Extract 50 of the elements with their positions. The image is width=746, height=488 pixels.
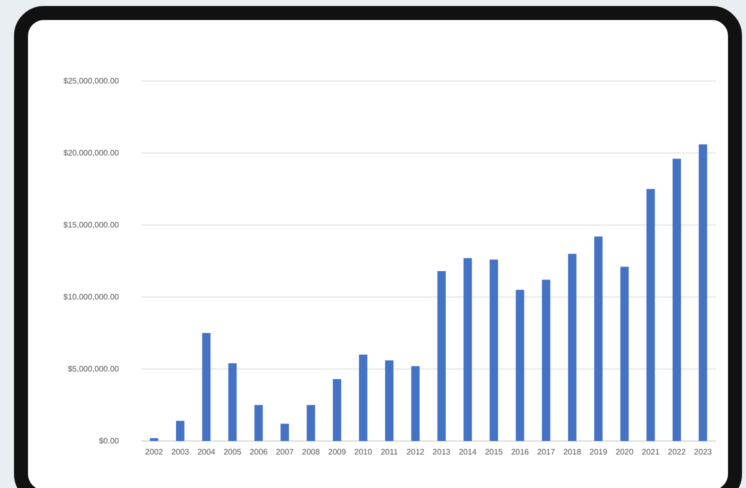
x-tick-label: 2016: [511, 448, 530, 457]
bar: [646, 189, 655, 441]
bar: [254, 405, 263, 441]
x-tick-label: 2015: [484, 448, 504, 457]
bar: [594, 236, 603, 441]
x-tick-label: 2021: [642, 448, 660, 457]
bar: [150, 438, 158, 441]
x-tick-label: 2005: [224, 448, 242, 457]
x-tick-label: 2011: [380, 448, 398, 457]
x-tick-label: 2013: [432, 448, 452, 457]
bar: [698, 144, 708, 441]
bar: [202, 333, 211, 441]
y-tick-label: $15,000,000.00: [63, 220, 120, 230]
x-tick-label: 2012: [406, 448, 425, 457]
x-tick-label: 2019: [589, 448, 608, 457]
x-tick-label: 2018: [563, 448, 582, 457]
bar: [228, 363, 237, 441]
bar: [542, 280, 550, 441]
x-tick-label: 2004: [197, 448, 216, 457]
bar: [568, 254, 576, 441]
y-tick-label: $10,000,000.00: [63, 292, 120, 302]
bar: [332, 379, 342, 441]
x-tick-label: 2017: [537, 448, 556, 457]
x-tick-label: 2020: [616, 448, 634, 457]
x-tick-label: 2008: [302, 448, 320, 457]
y-tick-label: $20,000,000.00: [63, 148, 120, 158]
bar: [516, 290, 524, 441]
bar: [437, 271, 446, 441]
bar: [306, 405, 316, 441]
bar: [176, 420, 184, 441]
x-tick-label: 2009: [328, 448, 346, 457]
bar: [464, 258, 472, 441]
bar: [620, 266, 629, 441]
y-tick-label: $25,000,000.00: [63, 76, 120, 86]
x-tick-label: 2002: [145, 448, 164, 457]
x-tick-label: 2007: [276, 448, 294, 457]
bar: [490, 260, 498, 441]
bar: [411, 366, 420, 441]
bar: [358, 354, 368, 441]
x-tick-label: 2023: [694, 448, 712, 457]
y-tick-label: $0.00: [98, 436, 120, 446]
x-tick-label: 2010: [354, 448, 373, 457]
y-tick-label: $5,000,000.00: [68, 364, 120, 374]
bar: [672, 158, 681, 441]
x-tick-label: 2014: [458, 448, 478, 457]
bar: [385, 360, 394, 441]
bar: [280, 424, 289, 441]
x-tick-label: 2006: [250, 448, 268, 457]
x-tick-label: 2022: [668, 448, 686, 457]
x-tick-label: 2003: [171, 448, 190, 457]
